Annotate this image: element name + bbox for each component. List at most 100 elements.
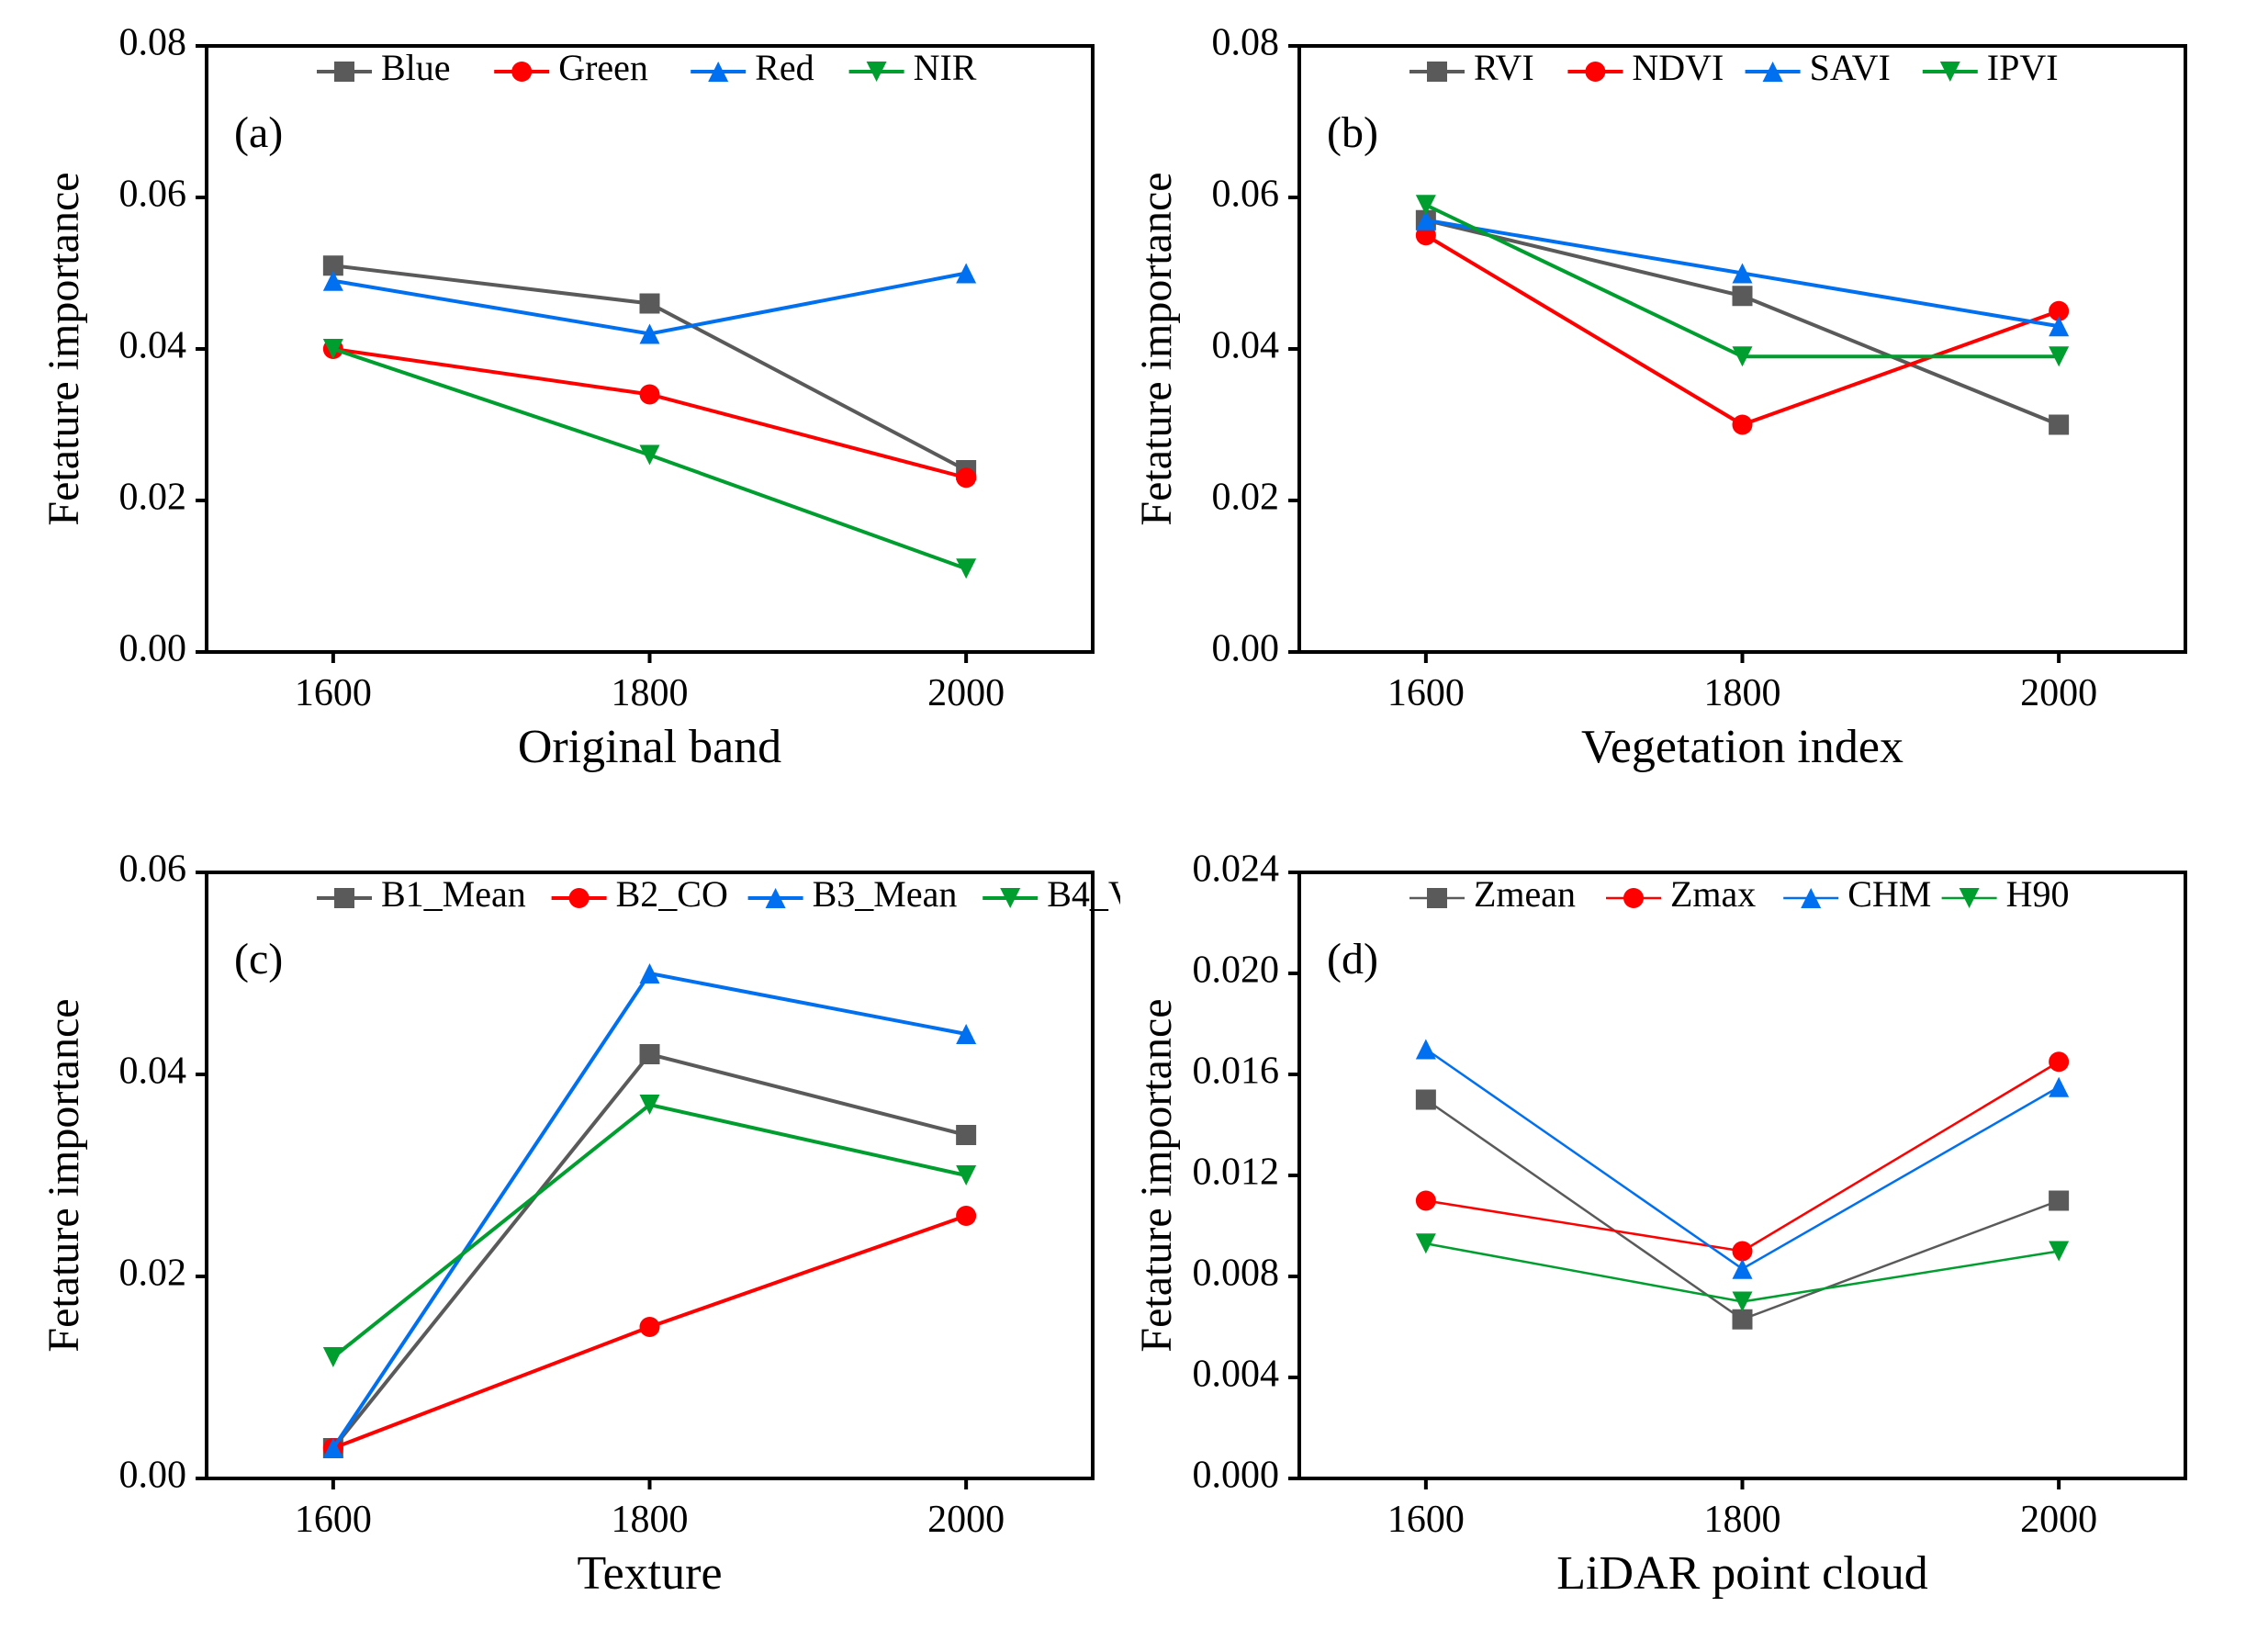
svg-text:0.020: 0.020 bbox=[1193, 950, 1280, 992]
series-marker-B2_CO bbox=[956, 1206, 976, 1226]
series-marker-H90 bbox=[1416, 1233, 1436, 1253]
panel-letter: (c) bbox=[234, 935, 283, 983]
legend-marker-Green bbox=[511, 62, 532, 82]
series-line-Zmax bbox=[1426, 1062, 2059, 1251]
svg-text:1600: 1600 bbox=[1387, 672, 1465, 714]
series-marker-Zmean bbox=[1733, 1309, 1753, 1330]
xlabel: Original band bbox=[518, 721, 781, 773]
legend-marker-B2_CO bbox=[569, 888, 590, 908]
legend-label-B1_Mean: B1_Mean bbox=[381, 873, 526, 915]
svg-text:0.04: 0.04 bbox=[119, 325, 187, 367]
svg-text:0.06: 0.06 bbox=[1212, 174, 1280, 216]
legend-label-Blue: Blue bbox=[381, 47, 451, 88]
xlabel: LiDAR point cloud bbox=[1556, 1547, 1927, 1600]
svg-text:0.08: 0.08 bbox=[119, 22, 187, 64]
figure-root: 0.00 0.02 0.04 0.06 0.08 1600 1800 2000 Fetature… bbox=[0, 0, 2246, 1652]
legend-marker-NDVI bbox=[1585, 62, 1605, 82]
panel-letter: (d) bbox=[1327, 935, 1378, 983]
svg-text:0.024: 0.024 bbox=[1193, 848, 1280, 891]
svg-text:2000: 2000 bbox=[2020, 672, 2097, 714]
svg-text:0.000: 0.000 bbox=[1193, 1455, 1280, 1497]
series-marker-B1_Mean bbox=[640, 1044, 660, 1064]
series-marker-RVI bbox=[2049, 415, 2069, 435]
series-marker-Zmean bbox=[1416, 1090, 1436, 1110]
series-marker-NIR bbox=[640, 445, 660, 466]
series-marker-Green bbox=[640, 385, 660, 405]
series-marker-B1_Mean bbox=[956, 1125, 976, 1145]
ylabel: Fetature importance bbox=[39, 998, 88, 1352]
ylabel: Fetature importance bbox=[1132, 172, 1181, 525]
legend-marker-Zmean bbox=[1427, 888, 1447, 908]
svg-text:2000: 2000 bbox=[927, 672, 1005, 714]
svg-text:0.00: 0.00 bbox=[119, 1455, 187, 1497]
legend-marker-RVI bbox=[1427, 62, 1447, 82]
svg-text:0.02: 0.02 bbox=[119, 1253, 187, 1295]
legend-label-Zmax: Zmax bbox=[1670, 873, 1756, 915]
legend-label-B4_VA: B4_VA bbox=[1047, 873, 1120, 915]
panel-d: 0.000 0.004 0.008 0.012 0.016 0.020 0.024 1600 1… bbox=[1129, 836, 2213, 1635]
svg-text:2000: 2000 bbox=[927, 1499, 1005, 1541]
legend-marker-B1_Mean bbox=[334, 888, 354, 908]
legend-label-CHM: CHM bbox=[1847, 873, 1931, 915]
svg-text:1800: 1800 bbox=[1704, 1499, 1781, 1541]
svg-text:0.00: 0.00 bbox=[119, 628, 187, 670]
panel-d-svg: 0.000 0.004 0.008 0.012 0.016 0.020 0.024 1600 1… bbox=[1129, 836, 2213, 1635]
series-marker-Zmax bbox=[1733, 1242, 1753, 1262]
svg-text:1800: 1800 bbox=[612, 1499, 689, 1541]
panel-c: 0.00 0.02 0.04 0.06 1600 1800 2000 Fetature imp… bbox=[37, 836, 1120, 1635]
svg-text:0.04: 0.04 bbox=[1212, 325, 1280, 367]
svg-text:2000: 2000 bbox=[2020, 1499, 2097, 1541]
legend-label-RVI: RVI bbox=[1474, 47, 1534, 88]
xlabel: Texture bbox=[577, 1547, 722, 1600]
svg-text:0.02: 0.02 bbox=[1212, 477, 1280, 519]
series-marker-Zmax bbox=[1416, 1191, 1436, 1211]
svg-text:0.02: 0.02 bbox=[119, 477, 187, 519]
legend-marker-Zmax bbox=[1623, 888, 1644, 908]
panel-letter: (a) bbox=[234, 108, 283, 157]
legend-label-B2_CO: B2_CO bbox=[616, 873, 728, 915]
xlabel: Vegetation index bbox=[1581, 721, 1903, 773]
series-marker-CHM bbox=[1733, 1259, 1753, 1279]
series-marker-CHM bbox=[1416, 1040, 1436, 1060]
svg-text:0.08: 0.08 bbox=[1212, 22, 1280, 64]
legend-label-Zmean: Zmean bbox=[1474, 873, 1576, 915]
svg-text:1800: 1800 bbox=[1704, 672, 1781, 714]
legend-label-NDVI: NDVI bbox=[1632, 47, 1724, 88]
svg-text:0.06: 0.06 bbox=[119, 848, 187, 891]
series-marker-RVI bbox=[1733, 286, 1753, 306]
series-marker-Green bbox=[956, 467, 976, 488]
ylabel: Fetature importance bbox=[39, 172, 88, 525]
series-marker-NIR bbox=[956, 558, 976, 579]
svg-text:1600: 1600 bbox=[295, 672, 372, 714]
legend-label-H90: H90 bbox=[2006, 873, 2070, 915]
series-marker-Zmax bbox=[2049, 1051, 2069, 1072]
svg-text:0.06: 0.06 bbox=[119, 174, 187, 216]
series-line-Zmean bbox=[1426, 1100, 2059, 1320]
panel-c-svg: 0.00 0.02 0.04 0.06 1600 1800 2000 Fetature imp… bbox=[37, 836, 1120, 1635]
svg-text:1600: 1600 bbox=[1387, 1499, 1465, 1541]
svg-text:0.016: 0.016 bbox=[1193, 1051, 1280, 1093]
series-marker-Blue bbox=[640, 294, 660, 314]
panel-b: 0.00 0.02 0.04 0.06 0.08 1600 1800 2000 Fetature… bbox=[1129, 9, 2213, 808]
legend-label-Green: Green bbox=[558, 47, 648, 88]
svg-text:0.00: 0.00 bbox=[1212, 628, 1280, 670]
svg-text:0.008: 0.008 bbox=[1193, 1253, 1280, 1295]
svg-text:1600: 1600 bbox=[295, 1499, 372, 1541]
panel-b-svg: 0.00 0.02 0.04 0.06 0.08 1600 1800 2000 Fetature… bbox=[1129, 9, 2213, 808]
series-marker-B2_CO bbox=[640, 1317, 660, 1337]
panel-a: 0.00 0.02 0.04 0.06 0.08 1600 1800 2000 Fetature… bbox=[37, 9, 1120, 808]
legend-label-SAVI: SAVI bbox=[1810, 47, 1891, 88]
legend-label-B3_Mean: B3_Mean bbox=[813, 873, 958, 915]
panel-a-svg: 0.00 0.02 0.04 0.06 0.08 1600 1800 2000 Fetature… bbox=[37, 9, 1120, 808]
panel-letter: (b) bbox=[1327, 108, 1378, 157]
ylabel: Fetature importance bbox=[1132, 998, 1181, 1352]
svg-text:0.04: 0.04 bbox=[119, 1051, 187, 1093]
series-marker-Zmean bbox=[2049, 1191, 2069, 1211]
svg-text:1800: 1800 bbox=[612, 672, 689, 714]
legend-label-NIR: NIR bbox=[914, 47, 977, 88]
legend-label-Red: Red bbox=[755, 47, 814, 88]
series-marker-NDVI bbox=[1733, 415, 1753, 435]
svg-text:0.012: 0.012 bbox=[1193, 1152, 1280, 1194]
legend-label-IPVI: IPVI bbox=[1987, 47, 2059, 88]
svg-text:0.004: 0.004 bbox=[1193, 1354, 1280, 1396]
